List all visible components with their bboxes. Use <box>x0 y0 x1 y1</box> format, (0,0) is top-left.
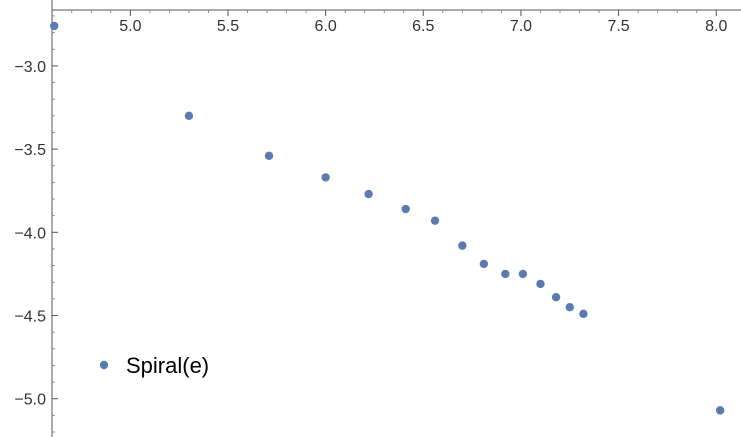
data-point <box>479 259 489 269</box>
data-point <box>430 216 440 225</box>
data-point <box>49 21 59 31</box>
data-point <box>264 151 274 160</box>
data-point <box>518 269 528 279</box>
axes: 5.0 5.5 6.0 6.5 7.0 7.5 8.0 −3.0 −3.5 −4.0 −4.5 −5.… <box>14 0 741 437</box>
x-tick-label: 8.0 <box>705 18 727 35</box>
data-point <box>551 293 561 302</box>
x-tick-label: 7.5 <box>607 18 629 35</box>
y-tick-label: −3.0 <box>14 59 46 76</box>
x-tick-label: 6.0 <box>315 18 337 35</box>
data-point <box>184 111 194 121</box>
y-tick-label: −3.5 <box>14 142 46 159</box>
y-tick-label: −4.0 <box>14 225 46 242</box>
x-tick-label: 7.0 <box>510 18 532 35</box>
data-point <box>364 189 373 199</box>
data-point <box>458 241 467 250</box>
x-tick-label: 5.0 <box>119 18 141 35</box>
data-point <box>565 302 574 312</box>
legend-label: Spiral(e) <box>126 353 209 378</box>
data-point <box>321 173 330 182</box>
data-point <box>401 204 410 214</box>
data-point <box>579 309 588 319</box>
x-tick-label: 6.5 <box>412 18 434 35</box>
data-point <box>536 279 545 289</box>
data-points <box>49 21 725 415</box>
legend-marker <box>99 360 109 370</box>
y-tick-label: −4.5 <box>14 309 46 326</box>
data-point <box>715 406 725 415</box>
x-tick-label: 5.5 <box>217 18 239 35</box>
data-point <box>501 269 510 279</box>
y-tick-label: −5.0 <box>14 392 46 409</box>
legend: Spiral(e) <box>99 353 209 378</box>
